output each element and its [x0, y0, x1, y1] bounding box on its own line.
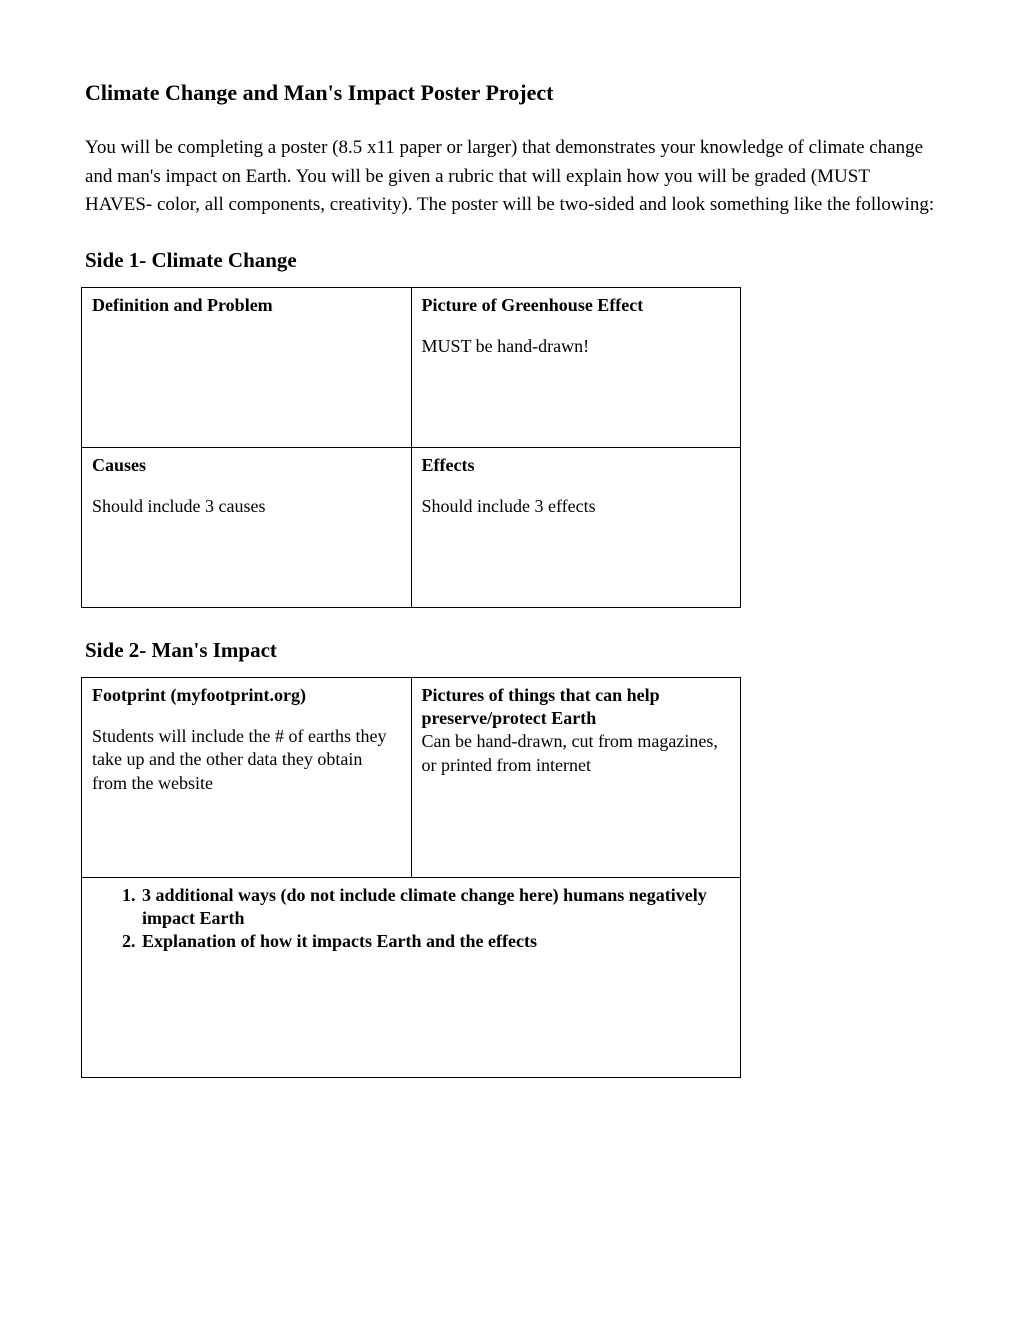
cell-heading: Effects	[422, 454, 731, 477]
cell-body: Can be hand-drawn, cut from magazines, o…	[422, 731, 718, 774]
list-item: 2.Explanation of how it impacts Earth an…	[122, 930, 730, 953]
side2-cell-list: 1.3 additional ways (do not include clim…	[82, 877, 741, 1077]
cell-body: MUST be hand-drawn!	[422, 336, 590, 356]
document-title: Climate Change and Man's Impact Poster P…	[85, 80, 935, 106]
side1-cell-picture: Picture of Greenhouse Effect MUST be han…	[411, 287, 741, 447]
side2-cell-footprint: Footprint (myfootprint.org) Students wil…	[82, 677, 412, 877]
cell-body: Should include 3 effects	[422, 496, 596, 516]
cell-heading: Pictures of things that can help preserv…	[422, 684, 731, 731]
list-item: 1.3 additional ways (do not include clim…	[122, 884, 730, 931]
cell-heading: Footprint (myfootprint.org)	[92, 684, 401, 707]
side1-cell-effects: Effects Should include 3 effects	[411, 447, 741, 607]
side1-cell-definition: Definition and Problem	[82, 287, 412, 447]
side2-heading: Side 2- Man's Impact	[85, 638, 935, 663]
side1-heading: Side 1- Climate Change	[85, 248, 935, 273]
side2-table: Footprint (myfootprint.org) Students wil…	[81, 677, 741, 1078]
side1-cell-causes: Causes Should include 3 causes	[82, 447, 412, 607]
side1-table: Definition and Problem Picture of Greenh…	[81, 287, 741, 608]
impact-list: 1.3 additional ways (do not include clim…	[92, 884, 730, 954]
cell-heading: Causes	[92, 454, 401, 477]
side2-cell-pictures: Pictures of things that can help preserv…	[411, 677, 741, 877]
cell-heading: Definition and Problem	[92, 294, 401, 317]
cell-body: Students will include the # of earths th…	[92, 726, 386, 793]
cell-body: Should include 3 causes	[92, 496, 265, 516]
intro-paragraph: You will be completing a poster (8.5 x11…	[85, 134, 935, 220]
cell-heading: Picture of Greenhouse Effect	[422, 294, 731, 317]
